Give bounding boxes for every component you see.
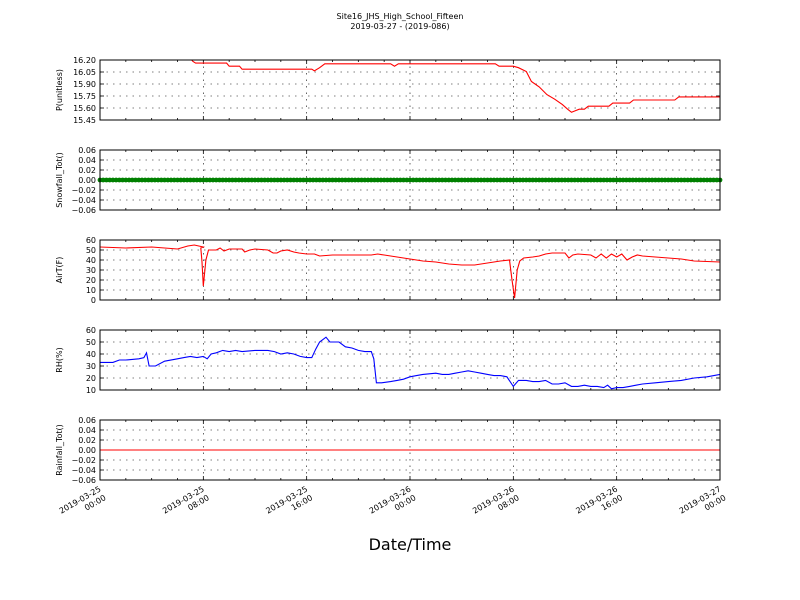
y-tick-label: 0.06 [78,416,96,425]
y-axis-label: AirT(F) [55,257,64,284]
y-tick-label: 15.90 [73,80,96,89]
y-axis-label: Rainfall_Tot() [55,424,64,476]
y-tick-label: 50 [86,338,96,347]
y-tick-label: 30 [86,266,96,275]
axes-frame [99,329,721,391]
y-tick-label: −0.02 [71,456,96,465]
y-tick-label: 15.45 [73,116,96,125]
axes-frame [99,59,721,121]
panel-1: 16.20 16.05 15.90 15.75 15.60 15.45 P(unitless… [55,56,721,125]
y-tick-label: −0.02 [71,186,96,195]
axes-frame [99,239,721,301]
y-tick-label: −0.04 [71,196,96,205]
axes-frame [99,149,721,211]
y-tick-label: 40 [86,256,96,265]
y-tick-label: 40 [86,350,96,359]
y-tick-label: −0.04 [71,466,96,475]
x-axis-label: Date/Time [369,535,452,554]
y-axis-label: RH(%) [55,347,64,372]
y-tick-label: 15.60 [73,104,96,113]
figure-title-line2: 2019-03-27 - (2019-086) [350,22,449,31]
y-tick-label: 0.00 [78,176,96,185]
series-line-3 [100,244,720,299]
y-tick-label: −0.06 [71,476,96,485]
panels: 16.20 16.05 15.90 15.75 15.60 15.45 P(unitless… [55,56,723,485]
figure-title-line1: Site16_JHS_High_School_Fifteen [337,12,464,21]
y-tick-label: 0.04 [78,426,96,435]
y-tick-label: −0.06 [71,206,96,215]
y-tick-label: 15.75 [73,92,96,101]
y-tick-label: 20 [86,276,96,285]
y-tick-label: 0.02 [78,166,96,175]
y-tick-label: 16.20 [73,56,96,65]
y-axis-label: P(unitless) [55,69,64,111]
y-tick-label: 60 [86,236,96,245]
y-tick-label: 0.00 [78,446,96,455]
panel-2: 0.060.040.020.00−0.02−0.04−0.06 Snowfall_… [55,146,723,215]
y-tick-label: 16.05 [73,68,96,77]
y-tick-label: 0.02 [78,436,96,445]
axes-frame [99,419,721,481]
y-tick-label: 10 [86,286,96,295]
panel-5: 0.060.040.020.00−0.02−0.04−0.06 Rainfall_… [55,416,721,485]
y-axis-label: Snowfall_Tot() [55,152,64,208]
series-line-1 [190,60,720,113]
y-tick-label: 50 [86,246,96,255]
series-line-4 [100,336,720,390]
y-tick-label: 20 [86,374,96,383]
panel-4: 60 50 40 30 20 10 RH(%) [55,326,721,395]
y-tick-label: 30 [86,362,96,371]
y-tick-label: 60 [86,326,96,335]
y-tick-label: 0.04 [78,156,96,165]
y-tick-label: 0.06 [78,146,96,155]
y-tick-label: 0 [91,296,96,305]
y-tick-label: 10 [86,386,96,395]
